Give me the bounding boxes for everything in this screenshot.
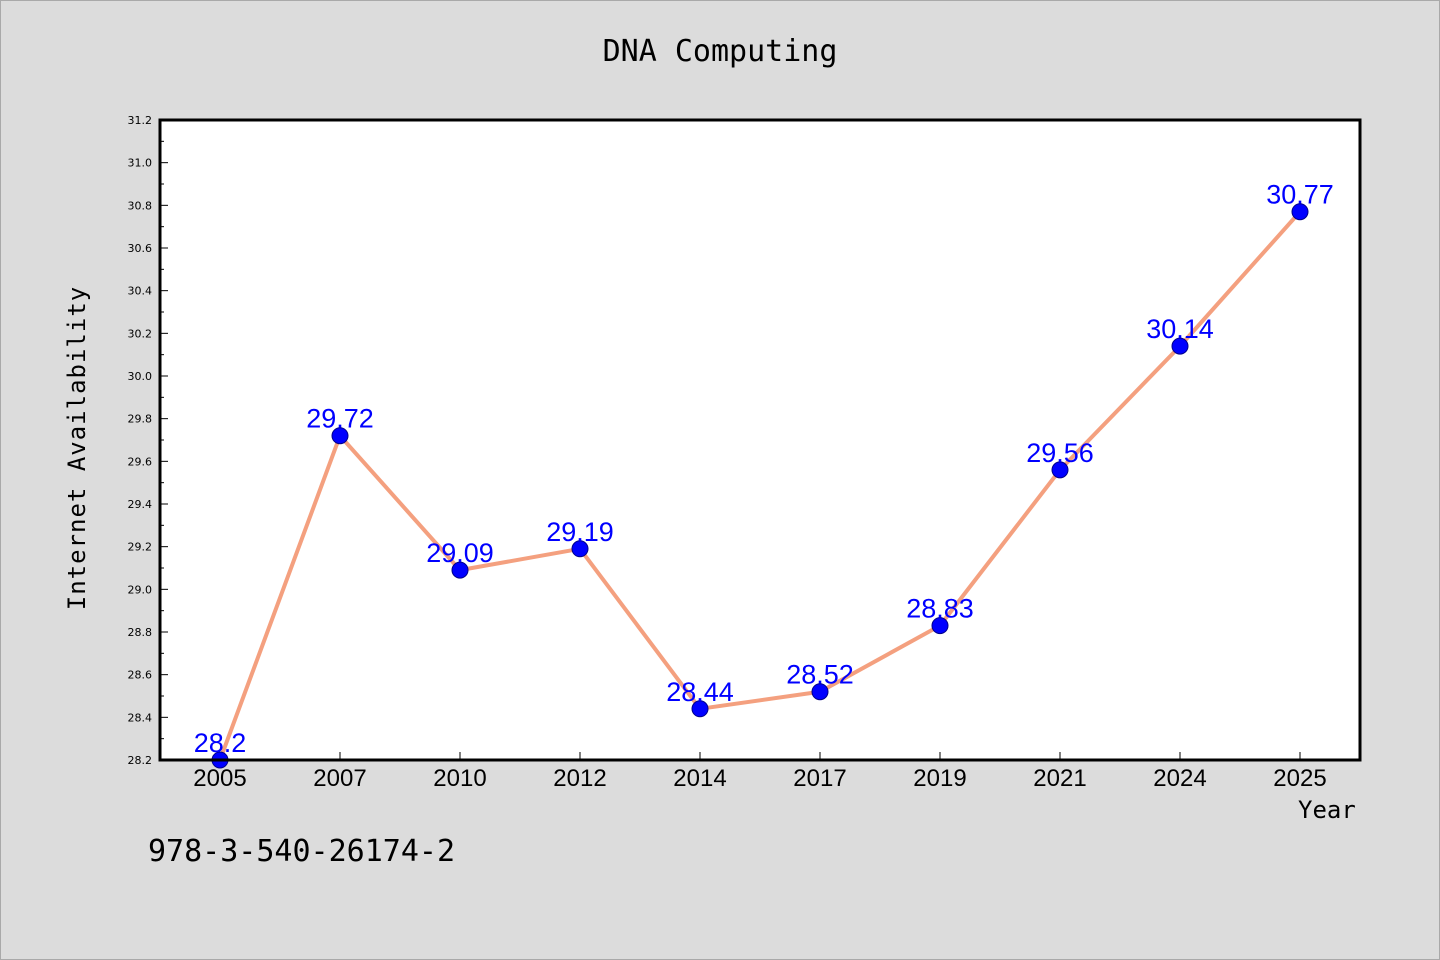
plot-area: [160, 120, 1360, 760]
x-tick-label: 2021: [1033, 765, 1086, 792]
data-label: 29.56: [1026, 438, 1094, 468]
data-point: [451, 561, 469, 579]
data-label: 28.83: [906, 594, 974, 624]
y-tick-label: 29.6: [128, 455, 153, 468]
y-tick-label: 29.4: [128, 498, 153, 511]
data-point: [811, 683, 829, 701]
x-tick-label: 2025: [1273, 765, 1326, 792]
x-tick-label: 2017: [793, 765, 846, 792]
y-tick-label: 29.0: [128, 583, 153, 596]
data-point: [931, 617, 949, 635]
x-tick-label: 2024: [1153, 765, 1206, 792]
plot-border: [158, 118, 1362, 762]
x-axis-label: Year: [1298, 796, 1356, 824]
x-tick-label: 2012: [553, 765, 606, 792]
data-point: [691, 700, 709, 718]
y-tick-label: 28.8: [128, 626, 153, 639]
data-point: [1291, 203, 1309, 221]
y-tick-label: 29.2: [128, 541, 153, 554]
y-tick-label: 28.6: [128, 669, 153, 682]
data-label: 29.19: [546, 517, 614, 547]
x-tick-label: 2019: [913, 765, 966, 792]
data-label: 29.72: [306, 404, 374, 434]
series-line: [218, 209, 1302, 762]
data-label: 28.44: [666, 677, 734, 707]
y-tick-label: 30.8: [128, 199, 153, 212]
x-tick-label: 2010: [433, 765, 486, 792]
y-tick-label: 31.0: [128, 157, 153, 170]
x-tick-label: 2007: [313, 765, 366, 792]
y-tick-label: 28.2: [128, 754, 153, 767]
chart-title: DNA Computing: [602, 34, 838, 69]
data-label: 29.09: [426, 538, 494, 568]
data-label: 28.52: [786, 660, 854, 690]
y-tick-label: 31.2: [128, 114, 153, 127]
data-label: 30.77: [1266, 180, 1334, 210]
data-label: 30.14: [1146, 314, 1214, 344]
x-tick-label: 2005: [193, 765, 246, 792]
footer-code: 978-3-540-26174-2: [148, 834, 456, 869]
data-point: [571, 540, 589, 558]
data-point: [1171, 337, 1189, 355]
data-point: [331, 427, 349, 445]
x-tick-label: 2014: [673, 765, 726, 792]
data-point: [1051, 461, 1069, 479]
y-tick-label: 28.4: [128, 711, 153, 724]
y-tick-label: 30.6: [128, 242, 153, 255]
y-tick-label: 30.2: [128, 327, 153, 340]
data-label: 28.2: [194, 728, 247, 758]
y-tick-label: 30.4: [128, 285, 153, 298]
y-tick-label: 29.8: [128, 413, 153, 426]
y-tick-label: 30.0: [128, 370, 153, 383]
